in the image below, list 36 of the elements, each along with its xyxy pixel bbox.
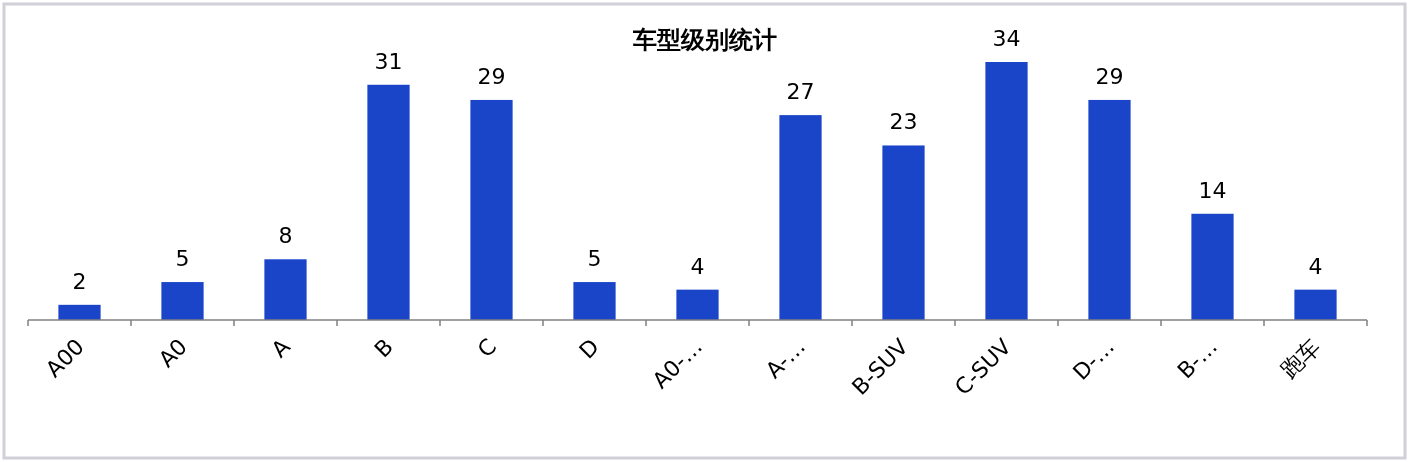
bar bbox=[676, 289, 719, 320]
data-label: 4 bbox=[690, 253, 705, 279]
bar bbox=[470, 99, 513, 320]
bar bbox=[161, 282, 204, 320]
bar bbox=[882, 145, 925, 320]
bar bbox=[779, 115, 822, 320]
data-label: 2 bbox=[72, 268, 87, 294]
data-label: 31 bbox=[374, 48, 403, 74]
x-tick-label: A0 bbox=[153, 333, 193, 373]
chart-title: 车型级别统计 bbox=[631, 26, 777, 54]
data-label: 27 bbox=[786, 79, 815, 105]
bar bbox=[1191, 213, 1234, 320]
data-label: 14 bbox=[1198, 177, 1227, 203]
data-label: 5 bbox=[587, 246, 602, 272]
data-label: 34 bbox=[992, 26, 1021, 51]
x-tick-label: A bbox=[266, 333, 296, 363]
bar bbox=[264, 259, 307, 320]
bar bbox=[1088, 99, 1131, 320]
x-tick-label: C bbox=[472, 333, 502, 363]
x-tick-label: A-… bbox=[760, 333, 811, 384]
data-label: 29 bbox=[1095, 63, 1124, 89]
x-tick-label: D-… bbox=[1068, 333, 1120, 385]
x-tick-label: B-… bbox=[1172, 333, 1223, 384]
data-label: 8 bbox=[278, 223, 293, 249]
data-label: 29 bbox=[477, 63, 506, 89]
bar bbox=[367, 84, 410, 320]
x-tick-label: 跑车 bbox=[1276, 333, 1326, 383]
bar bbox=[985, 62, 1028, 320]
data-label: 4 bbox=[1308, 253, 1323, 279]
data-label: 23 bbox=[889, 109, 918, 135]
data-label: 5 bbox=[175, 246, 190, 272]
x-tick-label: B bbox=[369, 333, 399, 363]
x-tick-label: D bbox=[574, 333, 605, 364]
bar bbox=[573, 282, 616, 320]
bar bbox=[1294, 289, 1337, 320]
bar bbox=[58, 304, 101, 320]
